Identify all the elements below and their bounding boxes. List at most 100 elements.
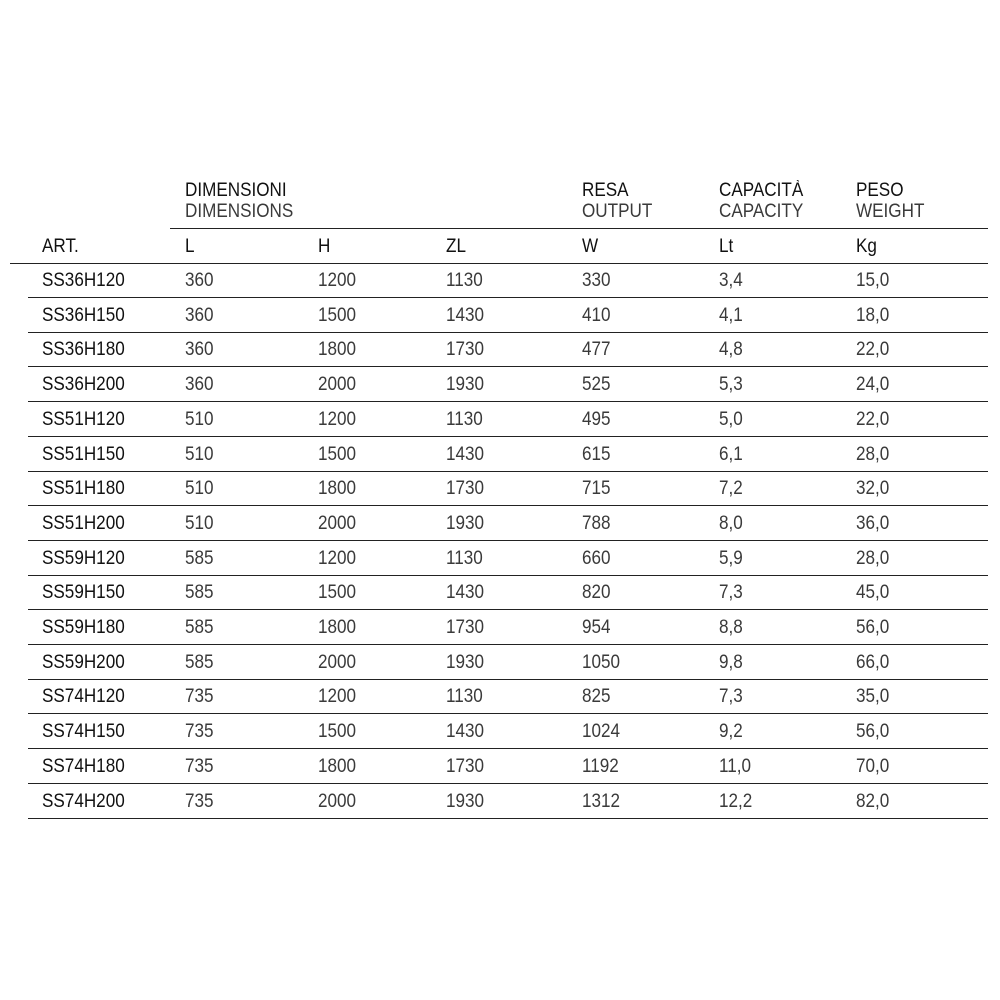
cell-h: 1800 [318,617,357,638]
cell-h: 2000 [318,651,357,673]
table-row: SS36H200 360 2000 1930 525 5,3 24,0 [0,367,1000,403]
cell-l: 585 [185,651,214,673]
cell-lt: 7,2 [719,478,743,500]
cell-l: 585 [185,547,214,569]
table-row: SS59H200 585 2000 1930 1050 9,8 66,0 [0,645,1000,680]
cell-zl: 1130 [446,270,483,291]
cell-h: 1200 [318,408,357,430]
cell-h: 2000 [318,512,357,534]
header-resa: RESA [582,180,629,201]
cell-zl: 1430 [446,443,485,465]
cell-lt: 7,3 [719,686,743,708]
cell-art: SS36H180 [42,339,125,361]
cell-lt: 4,1 [719,304,743,326]
cell-art: SS36H200 [42,374,125,396]
cell-art: SS36H120 [42,270,125,291]
table-row: SS74H180 735 1800 1730 1192 11,0 70,0 [0,749,1000,784]
cell-art: SS74H180 [42,755,125,777]
table-row: SS51H120 510 1200 1130 495 5,0 22,0 [0,402,1000,437]
cell-h: 1200 [318,547,357,569]
cell-lt: 9,8 [719,651,743,673]
row-divider [28,539,988,541]
header-peso: PESO [856,180,904,201]
cell-lt: 6,1 [719,443,743,465]
cell-l: 735 [185,721,214,743]
cell-lt: 12,2 [719,790,753,812]
col-l: L [185,236,195,257]
row-divider [28,470,988,472]
cell-zl: 1130 [446,686,483,708]
cell-kg: 22,0 [856,408,890,430]
cell-art: SS59H180 [42,617,125,638]
cell-w: 825 [582,686,611,708]
cell-w: 525 [582,374,611,396]
header-dimensions: DIMENSIONS [185,201,294,222]
table-row: SS51H150 510 1500 1430 615 6,1 28,0 [0,437,1000,472]
cell-lt: 7,3 [719,582,743,604]
cell-art: SS51H200 [42,512,125,534]
cell-zl: 1930 [446,512,485,534]
cell-art: SS51H150 [42,443,125,465]
cell-l: 360 [185,270,214,291]
cell-art: SS59H120 [42,547,125,569]
cell-zl: 1730 [446,339,485,361]
cell-lt: 5,9 [719,547,743,569]
cell-w: 615 [582,443,611,465]
cell-w: 954 [582,617,611,638]
row-divider [28,331,988,333]
cell-art: SS74H200 [42,790,125,812]
header-weight: WEIGHT [856,201,925,222]
cell-kg: 70,0 [856,755,890,777]
cell-l: 360 [185,304,214,326]
header-divider [170,228,988,229]
table-row: SS51H200 510 2000 1930 788 8,0 36,0 [0,506,1000,541]
cell-w: 1024 [582,721,621,743]
cell-h: 1500 [318,304,357,326]
cell-lt: 4,8 [719,339,743,361]
cell-w: 330 [582,270,611,291]
table-row: SS36H180 360 1800 1730 477 4,8 22,0 [0,332,1000,368]
cell-lt: 8,8 [719,617,743,638]
cell-kg: 28,0 [856,547,890,569]
cell-kg: 56,0 [856,721,890,743]
cell-h: 1500 [318,443,357,465]
cell-kg: 15,0 [856,270,890,291]
cell-zl: 1930 [446,651,485,673]
table-row: SS74H200 735 2000 1930 1312 12,2 82,0 [0,784,1000,819]
cell-kg: 82,0 [856,790,890,812]
columns-divider [10,263,988,264]
cell-h: 1800 [318,755,357,777]
row-divider [28,713,988,715]
table-row: SS59H180 585 1800 1730 954 8,8 56,0 [0,610,1000,645]
header-capacita: CAPACITÀ [719,180,804,201]
cell-h: 1500 [318,721,357,743]
cell-art: SS51H180 [42,478,125,500]
table-row: SS59H150 585 1500 1430 820 7,3 45,0 [0,575,1000,611]
cell-art: SS51H120 [42,408,125,430]
cell-h: 2000 [318,790,357,812]
row-divider [28,609,988,611]
row-divider [28,366,988,368]
table-row: SS74H150 735 1500 1430 1024 9,2 56,0 [0,714,1000,750]
cell-l: 735 [185,755,214,777]
cell-w: 495 [582,408,611,430]
cell-zl: 1730 [446,755,485,777]
cell-lt: 8,0 [719,512,743,534]
row-divider [28,782,988,784]
header-output: OUTPUT [582,201,653,222]
row-divider [28,297,988,298]
cell-kg: 36,0 [856,512,890,534]
cell-h: 1500 [318,582,357,604]
cell-w: 410 [582,304,611,326]
col-zl: ZL [446,236,466,257]
cell-w: 715 [582,478,611,500]
cell-l: 510 [185,478,214,500]
cell-w: 788 [582,512,611,534]
cell-w: 820 [582,582,611,604]
header-dimensioni: DIMENSIONI [185,180,287,201]
cell-w: 660 [582,547,611,569]
row-divider [28,748,988,750]
cell-kg: 45,0 [856,582,890,604]
cell-h: 1200 [318,686,357,708]
cell-kg: 35,0 [856,686,890,708]
